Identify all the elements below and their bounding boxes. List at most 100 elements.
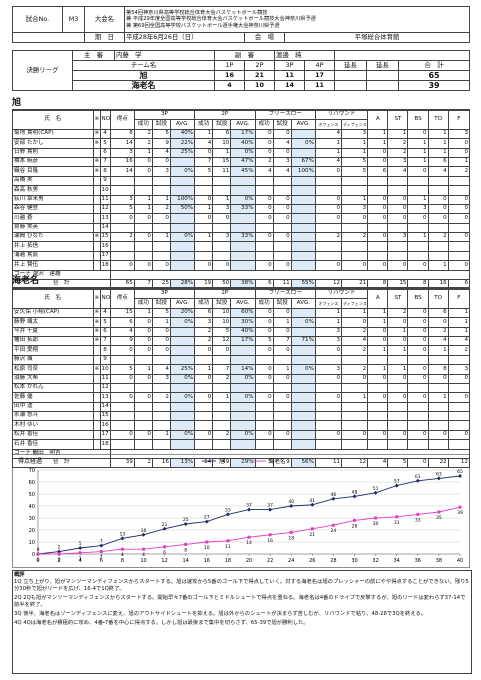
score-table: 決勝リーグ主 審内藤 学副 審渡邊 純 チーム名 1P 2P 3P 4P 延長 延長合 計 …	[12, 50, 470, 91]
sub-column-header: 試投	[212, 298, 232, 309]
y-tick-label: 50	[29, 492, 35, 498]
stat-cell: 2	[387, 138, 409, 149]
stat-cell: 0	[447, 138, 471, 149]
stat-cell: 0%	[290, 138, 316, 149]
stat-cell: 1	[133, 364, 153, 375]
stat-cell	[194, 420, 214, 431]
stat-cell	[341, 175, 369, 187]
stat-cell: 1	[212, 392, 232, 403]
stat-cell: 2	[314, 232, 343, 243]
starter-mark	[92, 411, 101, 422]
stat-cell	[109, 401, 135, 413]
stat-cell	[367, 354, 389, 366]
stat-cell	[407, 175, 429, 187]
stat-cell	[387, 175, 409, 187]
stat-cell	[290, 250, 316, 262]
stat-cell: 0	[447, 392, 471, 403]
player-row: 瀬間 ひなた ※ 15 2 0 1 0% 1 3 33% 0 0 2 2 0 3 1 2 0	[12, 232, 471, 243]
stat-cell: 0	[314, 392, 343, 403]
stat-cell	[407, 241, 429, 252]
stat-cell: 0	[109, 392, 135, 403]
stat-cell: 0	[387, 429, 409, 441]
x-tick-label: 10	[140, 558, 146, 564]
coach-name: 瀧沢 達雄	[32, 271, 61, 278]
data-label: 27	[204, 515, 210, 521]
x-tick-label: 14	[183, 558, 189, 564]
point	[353, 518, 356, 522]
sub-column-header: 試投	[151, 298, 171, 309]
stat-cell	[109, 354, 135, 366]
stat-cell: 0	[341, 213, 369, 224]
stat-cell: 1	[314, 317, 343, 328]
player-row: 荻川 章来男 11 3 1 1 100% 0 1 0% 0 0 0 1 0 0 1 0 0	[12, 194, 471, 205]
team-name: 旭	[72, 70, 215, 81]
stat-cell	[427, 411, 449, 422]
stat-cell	[447, 411, 471, 422]
sub-column-header: 成功	[133, 119, 153, 130]
column-header: 得点	[109, 110, 135, 130]
stat-cell: 5	[151, 128, 171, 140]
stat-cell: 4	[109, 326, 135, 337]
stat-cell: 0	[254, 128, 274, 140]
stat-cell: 0	[194, 392, 214, 403]
stat-cell	[212, 411, 232, 422]
stat-cell: 2	[387, 307, 409, 319]
stat-cell	[133, 250, 153, 262]
data-label: 16	[141, 528, 147, 534]
player-name: 菊地 貴明(CAP)	[12, 128, 94, 140]
stat-cell	[230, 213, 256, 224]
player-row: 田中 遥 14	[12, 401, 471, 413]
point	[268, 507, 273, 512]
player-name: 永瀬 悠斗	[12, 411, 94, 422]
stat-cell: 1	[341, 194, 369, 205]
stat-cell	[230, 241, 256, 252]
stat-cell: 3	[314, 335, 343, 347]
stat-cell: 2	[194, 326, 214, 337]
point	[352, 494, 357, 499]
player-name: 安久保 小翔(CAP)	[12, 307, 94, 319]
column-header: 3P	[133, 288, 196, 300]
stat-cell	[169, 241, 196, 252]
stat-cell: 0	[254, 364, 274, 375]
stat-cell: 3	[407, 203, 429, 215]
stat-cell: 12	[212, 335, 232, 347]
stat-cell	[212, 175, 232, 187]
point	[289, 504, 294, 508]
stat-cell: 0	[387, 373, 409, 384]
point	[205, 540, 209, 544]
stat-cell: 0	[314, 260, 343, 271]
stat-cell: 0%	[230, 194, 256, 205]
player-no: 18	[99, 260, 111, 271]
sub-column-header: 成功	[194, 119, 214, 130]
stat-cell: 5	[254, 335, 274, 347]
stat-cell: 0	[133, 345, 153, 356]
x-tick-label: 22	[267, 558, 273, 564]
stat-cell	[109, 250, 135, 262]
stat-cell: 1	[367, 138, 389, 149]
stat-cell: 20%	[169, 307, 196, 319]
point	[374, 516, 378, 520]
stat-cell	[230, 345, 256, 356]
total-cell: 55%	[290, 279, 316, 290]
stat-cell	[169, 175, 196, 187]
stat-cell: 17%	[230, 128, 256, 140]
stat-cell: 0	[407, 260, 429, 271]
point	[78, 551, 82, 555]
stat-cell	[272, 250, 292, 262]
stat-cell: 1	[427, 345, 449, 356]
player-no: 4	[99, 128, 111, 140]
stat-cell: 9	[109, 335, 135, 347]
stat-cell: 0	[427, 317, 449, 328]
stat-cell: 0	[194, 147, 214, 158]
column-header: 氏 名	[12, 289, 94, 309]
total-cell: 28%	[169, 279, 196, 290]
x-tick-label: 0	[36, 558, 39, 564]
stat-cell	[254, 241, 274, 252]
stat-cell	[230, 175, 256, 187]
stat-cell: 2	[212, 373, 232, 384]
legend-label: 旭	[219, 457, 225, 465]
stat-cell: 0%	[230, 429, 256, 441]
stat-cell: 5	[341, 166, 369, 177]
stat-cell	[109, 222, 135, 234]
